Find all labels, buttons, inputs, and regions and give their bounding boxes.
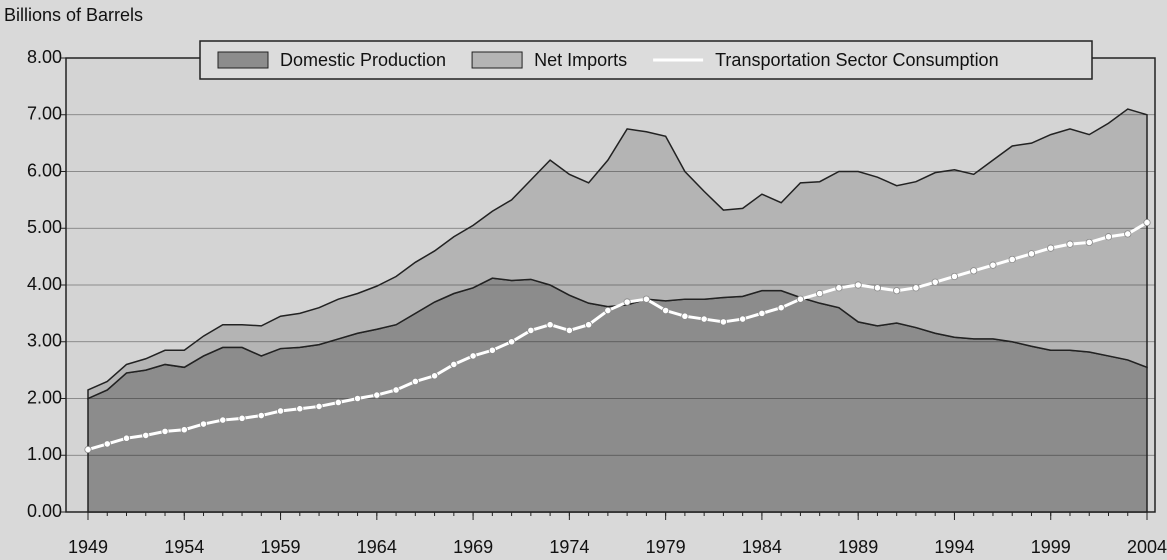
y-tick-label: 4.00	[27, 274, 62, 294]
line-marker	[1027, 250, 1036, 258]
line-marker	[681, 312, 689, 320]
line-marker	[796, 295, 805, 303]
y-tick-label: 7.00	[27, 104, 62, 124]
line-marker	[219, 416, 227, 424]
line-marker	[912, 284, 920, 292]
line-marker	[353, 394, 362, 403]
line-marker	[334, 398, 342, 407]
line-marker	[507, 338, 516, 346]
line-marker	[873, 284, 882, 292]
line-marker	[565, 326, 573, 334]
y-tick-label: 2.00	[27, 387, 62, 407]
line-marker	[1143, 218, 1151, 227]
x-tick-label: 1979	[646, 537, 686, 557]
line-marker	[161, 427, 169, 436]
line-marker	[719, 318, 728, 326]
line-marker	[835, 284, 843, 292]
line-marker	[777, 304, 785, 312]
line-marker	[103, 440, 111, 448]
line-marker	[296, 405, 304, 413]
line-marker	[893, 287, 901, 295]
line-marker	[854, 281, 862, 289]
line-marker	[373, 391, 381, 399]
x-tick-label: 1984	[742, 537, 782, 557]
line-marker	[199, 420, 208, 428]
line-marker	[1085, 238, 1093, 247]
line-marker	[315, 402, 323, 411]
line-marker	[642, 295, 650, 303]
x-tick-label: 1954	[164, 537, 204, 557]
line-marker	[527, 326, 535, 334]
line-marker	[989, 261, 997, 269]
y-tick-label: 8.00	[27, 47, 62, 67]
y-tick-label: 1.00	[27, 444, 62, 464]
line-marker	[700, 315, 708, 323]
x-tick-label: 1949	[68, 537, 108, 557]
line-marker	[122, 434, 131, 442]
x-tick-label: 1974	[549, 537, 589, 557]
line-marker	[1066, 240, 1074, 248]
line-marker	[950, 272, 959, 281]
line-marker	[450, 360, 458, 369]
x-tick-label: 1999	[1031, 537, 1071, 557]
x-tick-label: 2004	[1127, 537, 1167, 557]
line-marker	[1124, 230, 1132, 238]
line-marker	[142, 431, 150, 439]
line-marker	[411, 377, 419, 386]
line-marker	[604, 306, 612, 315]
legend-label: Net Imports	[534, 50, 627, 70]
line-marker	[488, 346, 496, 354]
line-marker	[276, 407, 285, 415]
x-tick-label: 1989	[838, 537, 878, 557]
x-tick-label: 1959	[261, 537, 301, 557]
line-marker	[546, 321, 554, 329]
legend-swatch	[471, 51, 523, 69]
line-marker	[180, 426, 188, 434]
legend-label: Domestic Production	[280, 50, 446, 70]
line-marker	[84, 445, 92, 454]
line-marker	[816, 289, 824, 298]
x-tick-label: 1964	[357, 537, 397, 557]
area	[87, 108, 1148, 400]
line-marker	[1104, 233, 1113, 241]
line-marker	[585, 321, 593, 329]
line-marker	[623, 298, 631, 306]
line-marker	[739, 315, 747, 323]
line-marker	[430, 372, 439, 380]
line-marker	[392, 386, 400, 394]
legend-swatch	[217, 51, 269, 69]
line-marker	[662, 306, 670, 315]
x-tick-label: 1969	[453, 537, 493, 557]
line-marker	[238, 414, 246, 422]
line-marker	[1047, 244, 1055, 252]
y-tick-label: 0.00	[27, 501, 62, 521]
line-marker	[1008, 255, 1016, 264]
line-marker	[970, 267, 978, 275]
line-marker	[931, 278, 939, 286]
line-marker	[758, 309, 766, 317]
line-marker	[257, 411, 265, 420]
legend	[199, 40, 1093, 80]
y-tick-label: 6.00	[27, 160, 62, 180]
y-tick-label: 3.00	[27, 331, 62, 351]
y-axis-label: Billions of Barrels	[4, 5, 143, 25]
legend-label: Transportation Sector Consumption	[715, 50, 998, 70]
y-tick-label: 5.00	[27, 217, 62, 237]
line-marker	[469, 352, 477, 360]
x-tick-label: 1994	[934, 537, 974, 557]
